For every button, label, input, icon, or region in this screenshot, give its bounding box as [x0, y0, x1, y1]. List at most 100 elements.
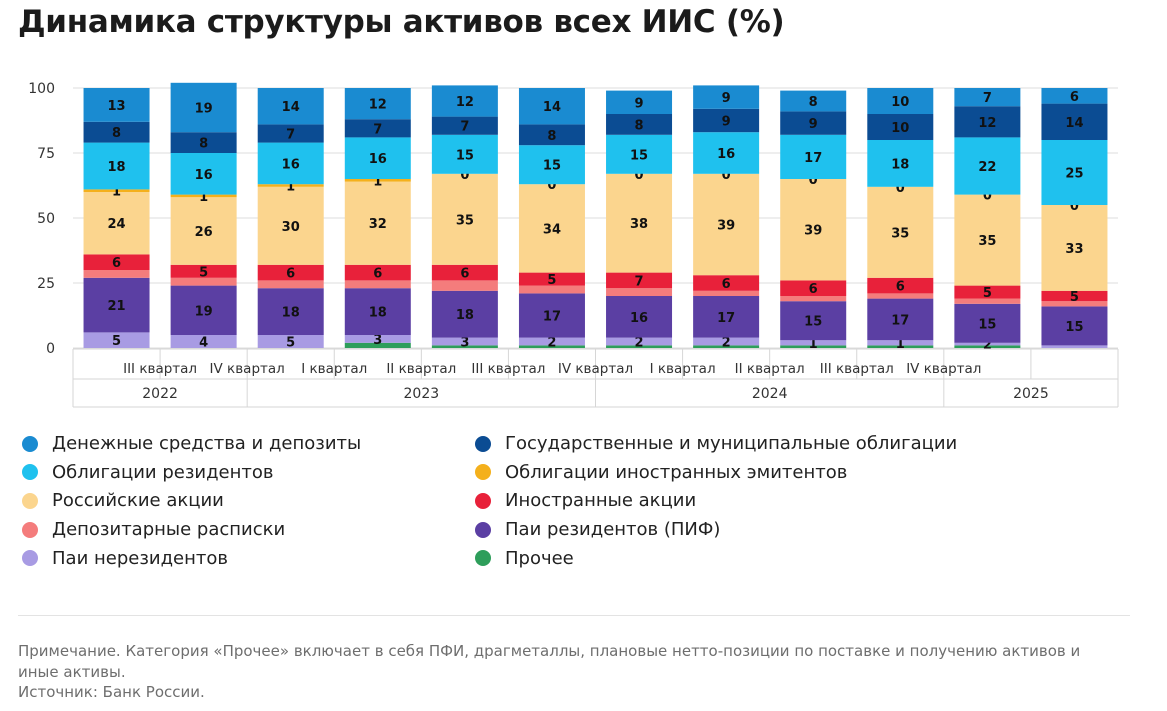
data-label: 0 — [722, 168, 731, 183]
data-label: 12 — [978, 116, 996, 131]
data-label: 1 — [112, 185, 121, 200]
bar-segment — [83, 192, 150, 255]
data-label: 7 — [983, 91, 992, 106]
data-label: 39 — [717, 219, 735, 234]
data-label: 13 — [107, 99, 125, 114]
bar-segment — [170, 264, 237, 278]
category-label: III квартал — [820, 361, 894, 377]
data-label: 10 — [891, 121, 909, 136]
bar-segment — [780, 345, 847, 348]
data-label: 6 — [373, 267, 382, 282]
data-label: 5 — [983, 286, 992, 301]
bar-segment — [170, 277, 237, 286]
footnote: Примечание. Категория «Прочее» включает … — [18, 642, 1081, 681]
bar-segment — [344, 280, 411, 289]
y-tick-label: 100 — [28, 81, 55, 97]
data-label: 8 — [547, 129, 556, 144]
data-label: 9 — [722, 91, 731, 106]
bar-segment — [1041, 88, 1108, 104]
divider — [18, 615, 1130, 616]
data-label: 2 — [722, 336, 731, 351]
bar-segment — [780, 340, 847, 346]
data-label: 16 — [717, 147, 735, 162]
legend-swatch — [475, 435, 491, 452]
bar-segment — [780, 296, 847, 302]
legend-swatch — [475, 464, 491, 481]
data-label: 7 — [286, 128, 295, 143]
data-label: 6 — [460, 267, 469, 282]
bar-segment — [170, 132, 237, 153]
bar-segment — [606, 288, 673, 296]
data-label: 7 — [373, 122, 382, 137]
category-label: IV квартал — [906, 361, 981, 377]
bar-segment — [693, 290, 760, 296]
data-label: 34 — [543, 222, 561, 237]
legend-label: Прочее — [505, 547, 574, 569]
bar-segment — [954, 106, 1021, 138]
year-label: 2023 — [404, 386, 440, 402]
data-label: 19 — [195, 304, 213, 319]
category-label: II квартал — [735, 361, 805, 377]
bar-segment — [83, 277, 150, 333]
bar-segment — [693, 85, 760, 109]
data-label: 33 — [1065, 242, 1083, 257]
data-label: 9 — [809, 117, 818, 132]
data-label: 0 — [1070, 199, 1079, 214]
bar-segment — [780, 111, 847, 135]
legend-label: Государственные и муниципальные облигаци… — [505, 433, 958, 454]
data-label: 7 — [635, 274, 644, 289]
data-label: 8 — [199, 137, 208, 152]
bar-segment — [431, 280, 498, 291]
legend-swatch — [22, 550, 38, 567]
legend-item: Паи нерезидентов — [22, 548, 228, 569]
bar-segment — [518, 285, 585, 294]
data-label: 16 — [630, 311, 648, 326]
legend-swatch — [475, 521, 491, 538]
legend-label: Облигации иностранных эмитентов — [505, 461, 848, 483]
y-tick-label: 25 — [37, 276, 55, 292]
bar-segment — [606, 114, 673, 135]
bar-segment — [693, 345, 760, 348]
bar-segment — [431, 290, 498, 338]
legend-item: Облигации иностранных эмитентов — [475, 462, 847, 483]
data-label: 17 — [891, 313, 909, 328]
bar-segment — [954, 88, 1021, 107]
year-label: 2022 — [142, 386, 178, 402]
data-label: 5 — [1070, 290, 1079, 305]
legend-label: Депозитарные расписки — [52, 519, 286, 541]
data-label: 30 — [282, 220, 300, 235]
legend-swatch — [22, 435, 38, 452]
bar-segment — [693, 173, 760, 276]
bar-segment — [257, 186, 324, 265]
data-label: 6 — [286, 267, 295, 282]
bar-segment — [170, 153, 237, 195]
bar-segment — [867, 277, 934, 294]
bar-segment — [780, 280, 847, 296]
bar-segment — [518, 293, 585, 338]
bar-segment — [83, 189, 150, 192]
bars: 5216241188134195261168195186301167143186… — [83, 82, 1108, 353]
legend-swatch — [22, 464, 38, 481]
data-label: 2 — [983, 338, 992, 353]
data-label: 4 — [199, 336, 208, 351]
bar-segment — [606, 173, 673, 273]
bar-segment — [606, 337, 673, 346]
legend-item: Паи резидентов (ПИФ) — [475, 519, 720, 540]
bar-segment — [867, 88, 934, 114]
bar-segment — [606, 272, 673, 289]
y-tick-label: 75 — [37, 146, 55, 162]
bar-segment — [1041, 306, 1108, 346]
bar-segment — [431, 134, 498, 174]
data-label: 18 — [369, 306, 387, 321]
bar-segment — [170, 285, 237, 335]
data-label: 6 — [1070, 90, 1079, 105]
legend-label: Облигации резидентов — [52, 461, 274, 483]
data-label: 15 — [543, 159, 561, 174]
category-label: III квартал — [471, 361, 545, 377]
data-label: 18 — [282, 306, 300, 321]
bar-segment — [954, 137, 1021, 195]
bar-segment — [83, 270, 150, 278]
bar-segment — [344, 288, 411, 335]
bar-segment — [344, 342, 411, 348]
